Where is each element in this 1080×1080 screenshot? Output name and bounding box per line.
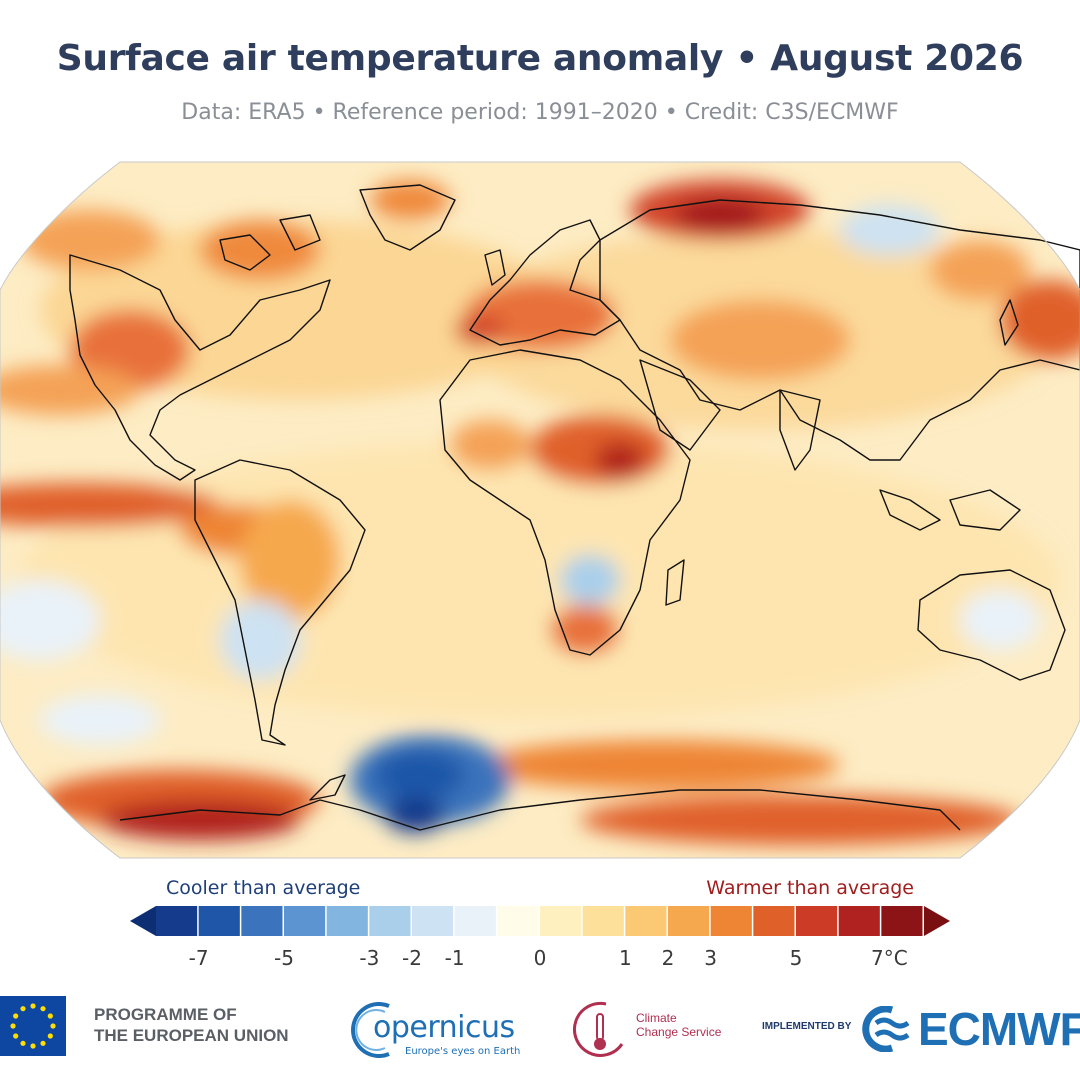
eu-star: [20, 1040, 26, 1046]
colorbar-tick-label: 5: [789, 946, 803, 970]
colorbar-tick-label: 7°C: [870, 946, 908, 970]
eu-stars-icon: [10, 1003, 56, 1049]
colorbar: [130, 906, 950, 936]
footer-logos: PROGRAMME OF THE EUROPEAN UNION opernicu…: [0, 990, 1080, 1070]
colorbar-extend-high: [924, 906, 950, 936]
colorbar-bin: [838, 906, 880, 936]
world-anomaly-map: [0, 161, 1080, 859]
colorbar-bin: [710, 906, 752, 936]
colorbar-tick-label: -7: [188, 946, 209, 970]
colorbar-bin: [326, 906, 368, 936]
colorbar-bin: [625, 906, 667, 936]
colorbar-bin: [753, 906, 795, 936]
colorbar-bin: [156, 906, 198, 936]
colorbar-bin: [198, 906, 240, 936]
colorbar-bin: [412, 906, 454, 936]
colorbar-tick-label: 2: [661, 946, 675, 970]
copernicus-c-icon: [351, 1002, 390, 1058]
c3s-logo: Climate Change Service: [570, 990, 740, 1070]
eu-star: [13, 1013, 19, 1019]
c3s-line2: Change Service: [636, 1025, 722, 1039]
eu-star: [20, 1006, 26, 1012]
colorbar-bin: [497, 906, 539, 936]
colorbar-bin: [369, 906, 411, 936]
colorbar-tick-label: 3: [704, 946, 718, 970]
eu-star: [47, 1033, 53, 1039]
eu-star: [30, 1043, 36, 1049]
colorbar-bin: [582, 906, 624, 936]
colorbar-tick-label: -1: [444, 946, 465, 970]
legend-warmer-label: Warmer than average: [706, 877, 914, 899]
colorbar-bin: [881, 906, 923, 936]
eu-star: [10, 1023, 16, 1029]
map-frame: [0, 161, 1080, 859]
thermometer-globe-icon: [572, 1001, 624, 1057]
page-subtitle: Data: ERA5 • Reference period: 1991–2020…: [181, 100, 899, 125]
colorbar-tick-label: 0: [533, 946, 547, 970]
eu-star: [47, 1013, 53, 1019]
colorbar-tick-label: -2: [402, 946, 422, 970]
eu-star: [40, 1006, 46, 1012]
eu-programme-line1: PROGRAMME OF: [94, 1005, 237, 1024]
implemented-by-label: IMPLEMENTED BY: [762, 1021, 852, 1032]
c3s-label: Climate Change Service: [636, 1011, 721, 1039]
eu-star: [30, 1003, 36, 1009]
colorbar-tick-label: 1: [618, 946, 632, 970]
colorbar-bin: [284, 906, 326, 936]
copernicus-wordmark: opernicus: [373, 1010, 515, 1045]
eu-star: [13, 1033, 19, 1039]
colorbar-extend-low: [130, 906, 156, 936]
colorbar-bin: [540, 906, 582, 936]
colorbar-tick-label: -3: [359, 946, 380, 970]
eu-programme-label: PROGRAMME OF THE EUROPEAN UNION: [94, 1004, 289, 1046]
copernicus-tagline: Europe's eyes on Earth: [405, 1046, 521, 1057]
legend-cooler-label: Cooler than average: [166, 877, 361, 899]
colorbar-bin: [241, 906, 283, 936]
eu-programme-line2: THE EUROPEAN UNION: [94, 1026, 289, 1045]
ecmwf-wordmark: ECMWF: [918, 1003, 1080, 1055]
eu-star: [40, 1040, 46, 1046]
c3s-line1: Climate: [636, 1011, 677, 1025]
colorbar-bin: [454, 906, 496, 936]
page-title: Surface air temperature anomaly • August…: [56, 38, 1024, 79]
colorbar-bin: [668, 906, 710, 936]
ecmwf-wave-icon: [862, 1006, 910, 1052]
eu-star: [50, 1023, 56, 1029]
copernicus-logo: opernicus Europe's eyes on Earth: [345, 990, 535, 1070]
anomaly-field: [0, 162, 1080, 858]
eu-flag-logo: [0, 996, 66, 1056]
colorbar-tick-label: -5: [274, 946, 294, 970]
coastline-outlines: [69, 184, 1080, 831]
colorbar-bin: [796, 906, 838, 936]
